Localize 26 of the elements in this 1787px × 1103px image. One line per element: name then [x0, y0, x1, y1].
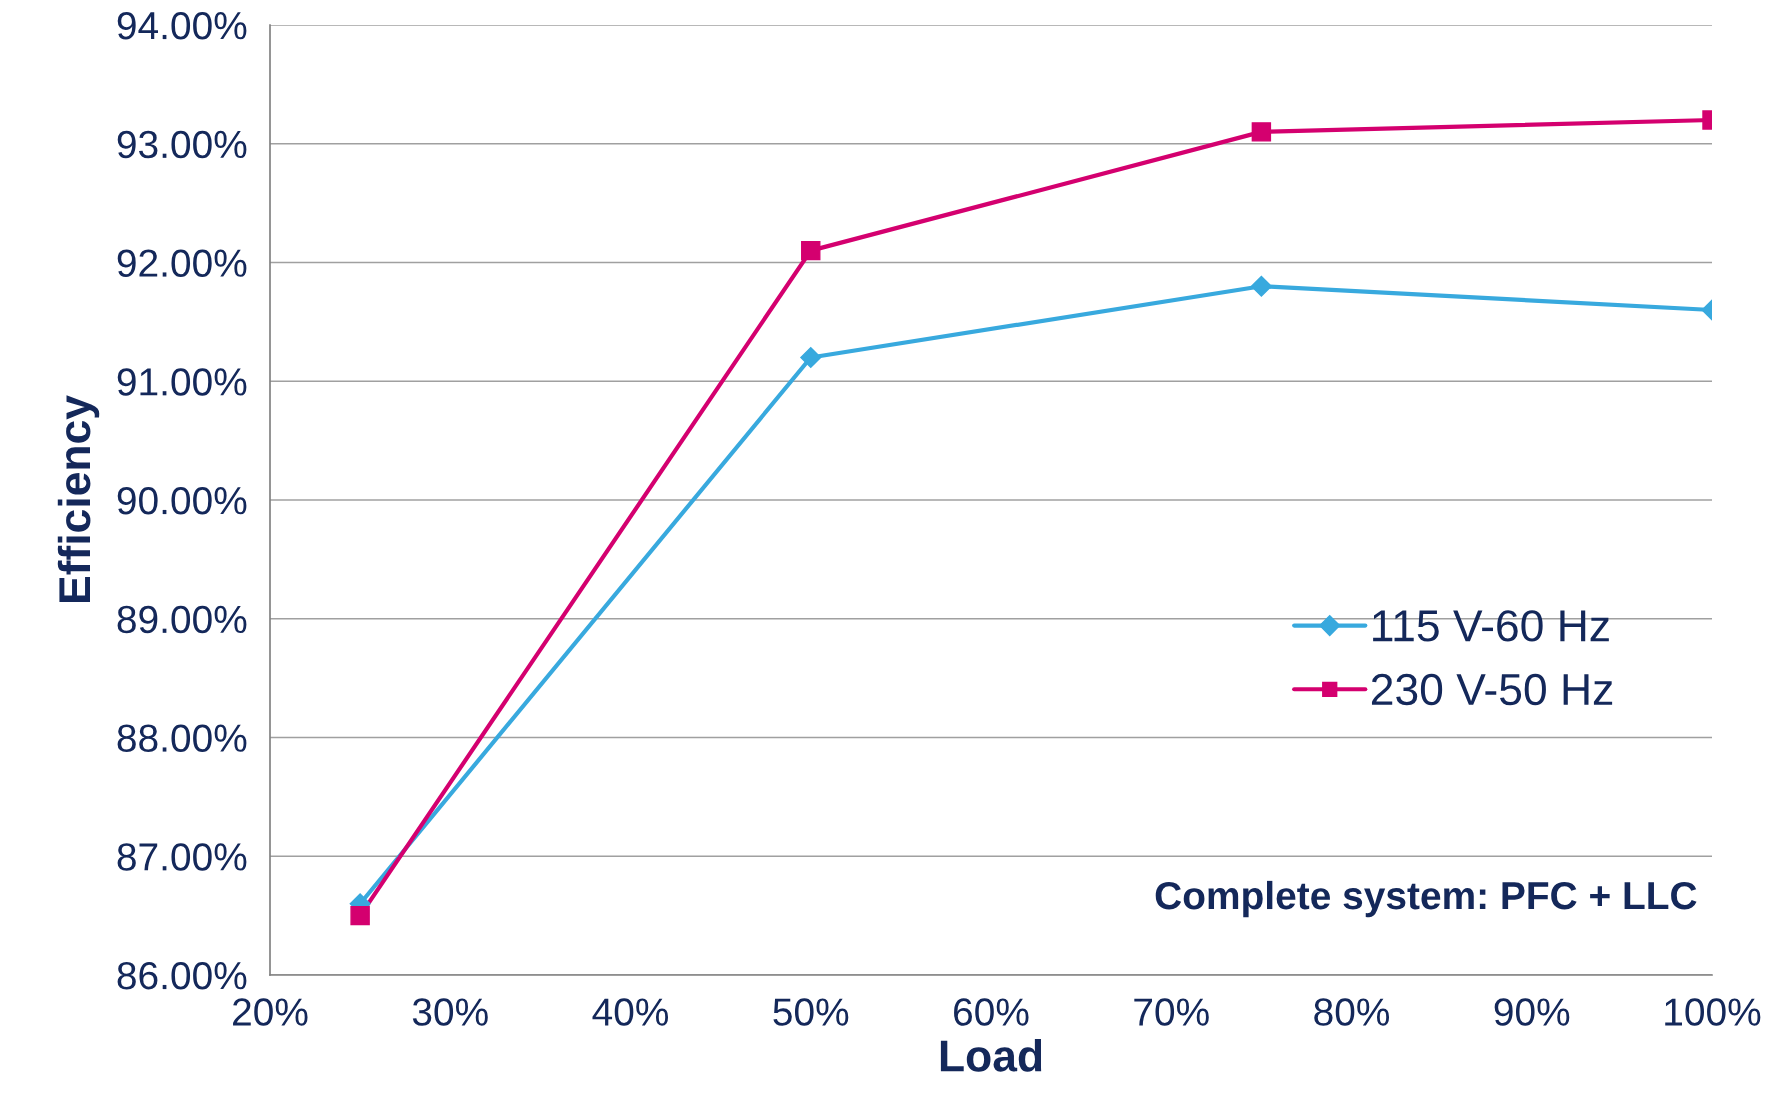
point [800, 346, 822, 369]
y-tick-label: 93.00% [117, 130, 247, 159]
y-tick-label: 94.00% [117, 11, 247, 40]
legend-label: 230 V-50 Hz [1371, 673, 1613, 706]
y-tick-label: 89.00% [117, 605, 247, 634]
x-axis-title: Load [940, 1039, 1042, 1072]
x-tick-label: 90% [1494, 998, 1570, 1026]
y-tick-label: 87.00% [117, 843, 247, 871]
x-tick-label: 100% [1665, 998, 1761, 1026]
y-tick-label: 91.00% [117, 368, 247, 396]
y-tick-label: 90.00% [117, 486, 247, 515]
x-tick-label: 70% [1134, 998, 1209, 1026]
point [350, 905, 370, 926]
x-tick-label: 20% [233, 998, 308, 1026]
x-tick-label: 50% [773, 998, 849, 1026]
point [801, 240, 821, 261]
y-tick-label: 86.00% [117, 961, 247, 990]
x-tick-label: 60% [954, 998, 1029, 1026]
y-axis-title: Efficiency [57, 395, 100, 602]
annotation: Complete system: PFC + LLC [1155, 880, 1697, 918]
x-tick-label: 40% [592, 998, 669, 1026]
legend-label: 115 V-60 Hz [1373, 610, 1609, 642]
x-tick-label: 80% [1314, 998, 1390, 1026]
y-tick-label: 88.00% [117, 724, 247, 752]
x-tick-label: 30% [412, 998, 488, 1026]
y-tick-label: 92.00% [117, 249, 247, 277]
